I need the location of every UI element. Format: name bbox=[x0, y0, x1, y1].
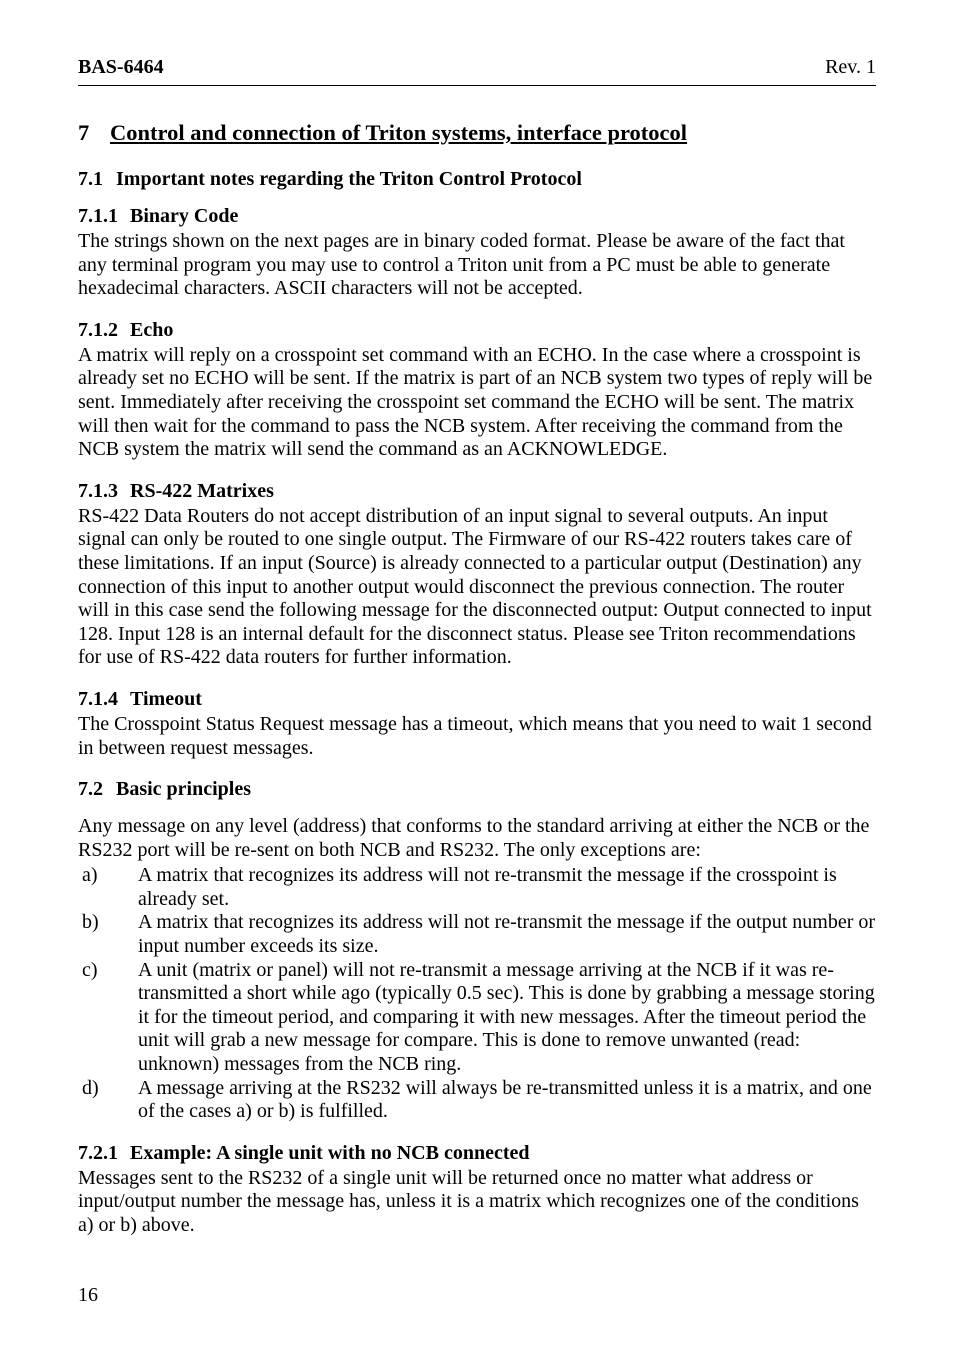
list-letter: b) bbox=[110, 911, 138, 935]
h2-title: Important notes regarding the Triton Con… bbox=[116, 168, 582, 190]
intro-7-2: Any message on any level (address) that … bbox=[78, 815, 876, 862]
heading-1: 7Control and connection of Triton system… bbox=[78, 120, 876, 146]
h3-title: Example: A single unit with no NCB conne… bbox=[130, 1142, 529, 1164]
list-text: A unit (matrix or panel) will not re-tra… bbox=[138, 959, 875, 1075]
heading-7-1-1: 7.1.1Binary Code bbox=[78, 205, 876, 228]
list-item: c)A unit (matrix or panel) will not re-t… bbox=[78, 959, 876, 1077]
body-7-1-2: A matrix will reply on a crosspoint set … bbox=[78, 344, 876, 462]
list-7-2: a)A matrix that recognizes its address w… bbox=[78, 864, 876, 1124]
heading-7-1-2: 7.1.2Echo bbox=[78, 319, 876, 342]
heading-7-1-3: 7.1.3RS-422 Matrixes bbox=[78, 480, 876, 503]
list-letter: d) bbox=[110, 1077, 138, 1101]
h3-title: Echo bbox=[130, 319, 173, 341]
body-7-1-1: The strings shown on the next pages are … bbox=[78, 230, 876, 301]
h2-number: 7.2 bbox=[78, 778, 116, 801]
list-item: b)A matrix that recognizes its address w… bbox=[78, 911, 876, 958]
h1-number: 7 bbox=[78, 120, 110, 146]
list-text: A matrix that recognizes its address wil… bbox=[138, 864, 837, 910]
h3-title: Binary Code bbox=[130, 205, 238, 227]
heading-7-1: 7.1Important notes regarding the Triton … bbox=[78, 168, 876, 191]
h2-title: Basic principles bbox=[116, 778, 251, 800]
body-7-2-1: Messages sent to the RS232 of a single u… bbox=[78, 1167, 876, 1238]
h3-number: 7.1.2 bbox=[78, 319, 130, 342]
h3-number: 7.1.3 bbox=[78, 480, 130, 503]
h1-title: Control and connection of Triton systems… bbox=[110, 120, 687, 145]
h3-title: RS-422 Matrixes bbox=[130, 480, 274, 502]
list-letter: a) bbox=[110, 864, 138, 888]
h3-number: 7.2.1 bbox=[78, 1142, 130, 1165]
list-text: A matrix that recognizes its address wil… bbox=[138, 911, 875, 957]
h3-title: Timeout bbox=[130, 688, 202, 710]
heading-7-1-4: 7.1.4Timeout bbox=[78, 688, 876, 711]
page: BAS-6464 Rev. 1 7Control and connection … bbox=[0, 0, 954, 1351]
heading-7-2: 7.2Basic principles bbox=[78, 778, 876, 801]
header-left: BAS-6464 bbox=[78, 56, 164, 79]
page-number: 16 bbox=[78, 1284, 98, 1307]
h2-number: 7.1 bbox=[78, 168, 116, 191]
list-text: A message arriving at the RS232 will alw… bbox=[138, 1077, 872, 1123]
header-rule bbox=[78, 85, 876, 86]
header-right: Rev. 1 bbox=[825, 56, 876, 79]
body-7-1-4: The Crosspoint Status Request message ha… bbox=[78, 713, 876, 760]
list-letter: c) bbox=[110, 959, 138, 983]
h3-number: 7.1.4 bbox=[78, 688, 130, 711]
page-header: BAS-6464 Rev. 1 bbox=[78, 56, 876, 79]
list-item: d)A message arriving at the RS232 will a… bbox=[78, 1077, 876, 1124]
heading-7-2-1: 7.2.1Example: A single unit with no NCB … bbox=[78, 1142, 876, 1165]
list-item: a)A matrix that recognizes its address w… bbox=[78, 864, 876, 911]
body-7-1-3: RS-422 Data Routers do not accept distri… bbox=[78, 505, 876, 670]
h3-number: 7.1.1 bbox=[78, 205, 130, 228]
